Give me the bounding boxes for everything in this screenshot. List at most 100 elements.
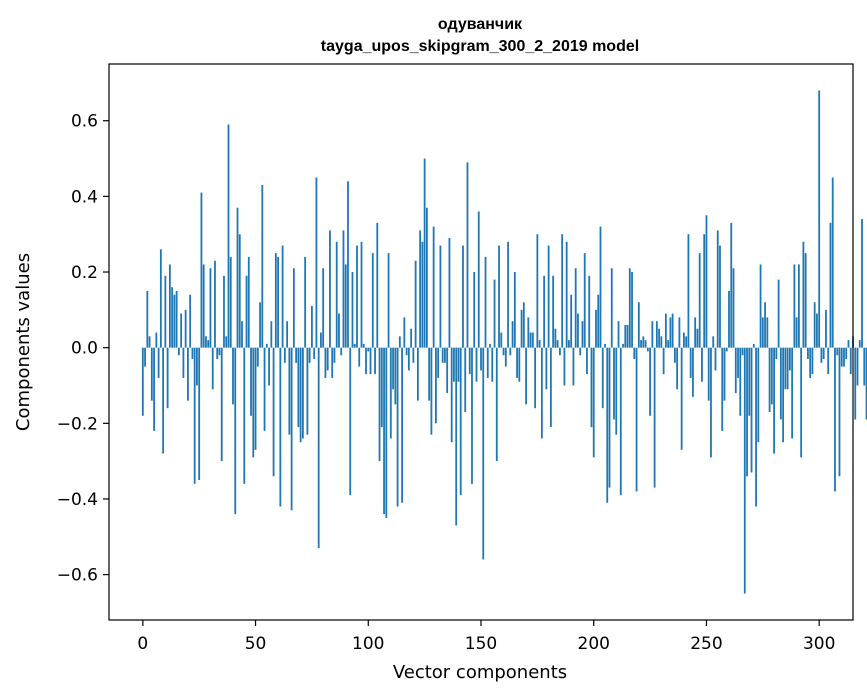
bar-component-89 xyxy=(342,230,345,348)
bar-component-281 xyxy=(775,347,778,360)
bar-component-263 xyxy=(734,347,737,394)
bar-component-141 xyxy=(459,347,462,496)
bar-component-287 xyxy=(788,347,791,371)
bar-component-82 xyxy=(326,347,329,371)
bar-component-80 xyxy=(322,268,325,348)
bar-component-97 xyxy=(360,241,363,348)
bar-component-66 xyxy=(290,347,293,511)
bar-component-296 xyxy=(809,347,812,378)
bar-component-200 xyxy=(592,347,595,458)
bar-component-118 xyxy=(407,347,410,371)
bar-component-308 xyxy=(836,347,839,356)
bar-component-221 xyxy=(640,340,642,348)
bar-component-129 xyxy=(432,226,435,348)
bar-component-249 xyxy=(703,234,706,348)
y-tick-label: 0.2 xyxy=(71,263,98,283)
bar-component-210 xyxy=(615,347,618,435)
bar-component-148 xyxy=(475,347,478,382)
bar-component-44 xyxy=(241,321,243,348)
bar-component-143 xyxy=(464,347,467,412)
bar-component-214 xyxy=(624,324,627,348)
bar-component-250 xyxy=(705,215,708,348)
bar-component-316 xyxy=(854,347,857,420)
bar-component-10 xyxy=(164,275,167,348)
bar-component-294 xyxy=(804,253,807,348)
bar-component-212 xyxy=(619,347,622,496)
bar-component-193 xyxy=(577,313,579,348)
bar-component-156 xyxy=(493,279,496,348)
bar-component-256 xyxy=(719,245,721,348)
y-axis-ticks: −0.6 −0.4 −0.2 0.0 0.2 0.4 0.6 xyxy=(57,112,109,586)
bar-component-230 xyxy=(660,336,663,348)
bar-component-242 xyxy=(687,234,690,348)
bar-component-83 xyxy=(329,230,331,348)
bar-component-261 xyxy=(730,222,733,348)
bar-component-54 xyxy=(263,347,266,431)
bar-component-112 xyxy=(394,347,397,405)
bar-component-289 xyxy=(793,264,796,348)
bar-component-153 xyxy=(486,347,489,378)
bar-component-101 xyxy=(369,347,372,375)
bar-component-182 xyxy=(552,275,555,348)
bar-component-47 xyxy=(247,256,250,348)
bar-component-121 xyxy=(414,260,417,348)
bar-component-274 xyxy=(759,264,762,348)
bar-component-155 xyxy=(491,347,494,382)
bar-component-268 xyxy=(746,347,748,477)
bar-component-107 xyxy=(383,347,385,515)
bar-component-203 xyxy=(599,226,602,348)
bar-component-180 xyxy=(547,245,550,348)
bar-component-260 xyxy=(728,290,730,348)
bar-component-209 xyxy=(613,347,615,420)
bar-component-150 xyxy=(480,347,482,371)
bar-component-235 xyxy=(671,313,674,348)
bar-component-236 xyxy=(673,347,676,363)
bar-component-305 xyxy=(829,222,832,348)
bar-component-103 xyxy=(374,347,376,375)
bar-component-309 xyxy=(838,347,841,477)
bar-component-179 xyxy=(545,347,548,390)
bar-component-110 xyxy=(389,347,392,439)
bar-component-258 xyxy=(723,347,726,401)
bar-component-273 xyxy=(757,347,760,443)
bar-component-317 xyxy=(856,347,859,386)
bar-component-105 xyxy=(378,347,381,462)
bar-component-271 xyxy=(752,343,755,348)
bar-component-130 xyxy=(435,347,437,424)
bar-component-73 xyxy=(306,347,309,435)
bar-component-33 xyxy=(216,347,219,360)
bar-component-1 xyxy=(144,347,146,367)
bar-component-311 xyxy=(843,347,845,367)
bar-component-109 xyxy=(387,253,390,348)
bar-component-241 xyxy=(685,336,688,348)
bars-group xyxy=(141,90,867,594)
bar-component-122 xyxy=(416,347,419,401)
bar-component-69 xyxy=(297,347,300,428)
bar-component-166 xyxy=(516,347,518,378)
bar-component-173 xyxy=(531,332,534,348)
bar-component-245 xyxy=(694,317,697,348)
bar-component-23 xyxy=(193,347,196,484)
bar-component-174 xyxy=(534,347,537,409)
bar-component-55 xyxy=(265,343,268,348)
bar-component-285 xyxy=(784,347,787,390)
bar-component-267 xyxy=(743,347,746,594)
bar-component-190 xyxy=(570,294,573,348)
bar-component-24 xyxy=(196,347,198,386)
bar-component-41 xyxy=(234,347,237,515)
y-tick-label: 0.0 xyxy=(71,339,98,359)
bar-component-191 xyxy=(572,347,575,386)
x-axis-label: Vector components xyxy=(393,662,567,683)
bar-component-124 xyxy=(421,241,424,348)
bar-component-204 xyxy=(601,347,604,409)
bar-component-254 xyxy=(714,347,717,371)
bar-component-264 xyxy=(737,347,739,378)
bar-component-67 xyxy=(292,268,295,348)
x-tick-label: 100 xyxy=(352,634,384,654)
bar-component-149 xyxy=(477,211,480,348)
bar-component-58 xyxy=(272,347,275,477)
bar-component-307 xyxy=(834,347,836,492)
bar-component-140 xyxy=(457,347,460,382)
bar-component-61 xyxy=(279,347,282,507)
